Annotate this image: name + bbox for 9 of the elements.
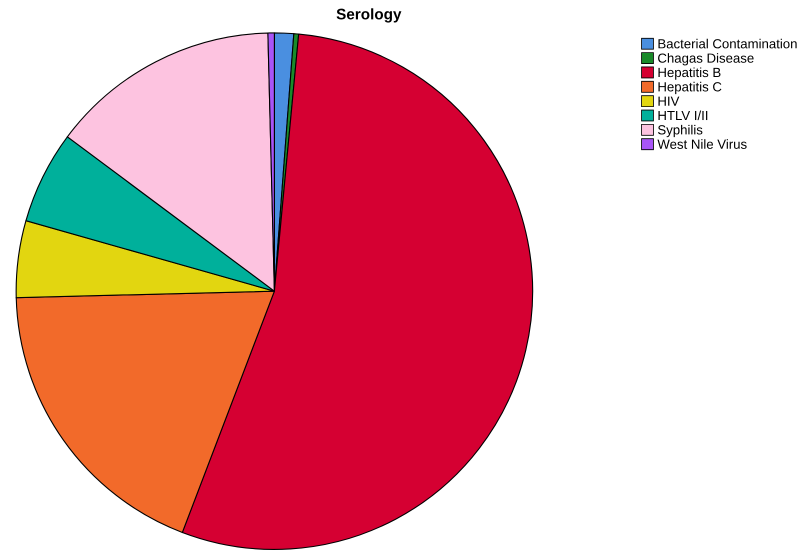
legend-label: Syphilis <box>658 124 702 138</box>
legend-label: HIV <box>658 96 680 106</box>
legend-label: Bacterial Contamination <box>658 38 797 48</box>
chart-title: Serology <box>336 8 402 23</box>
legend-label: West Nile Virus <box>657 139 747 149</box>
legend-label: HTLV I/II <box>658 110 708 120</box>
legend-label: Chagas Disease <box>658 53 754 66</box>
legend-label: Hepatitis C <box>658 82 722 94</box>
legend-label: Hepatitis B <box>658 67 720 80</box>
